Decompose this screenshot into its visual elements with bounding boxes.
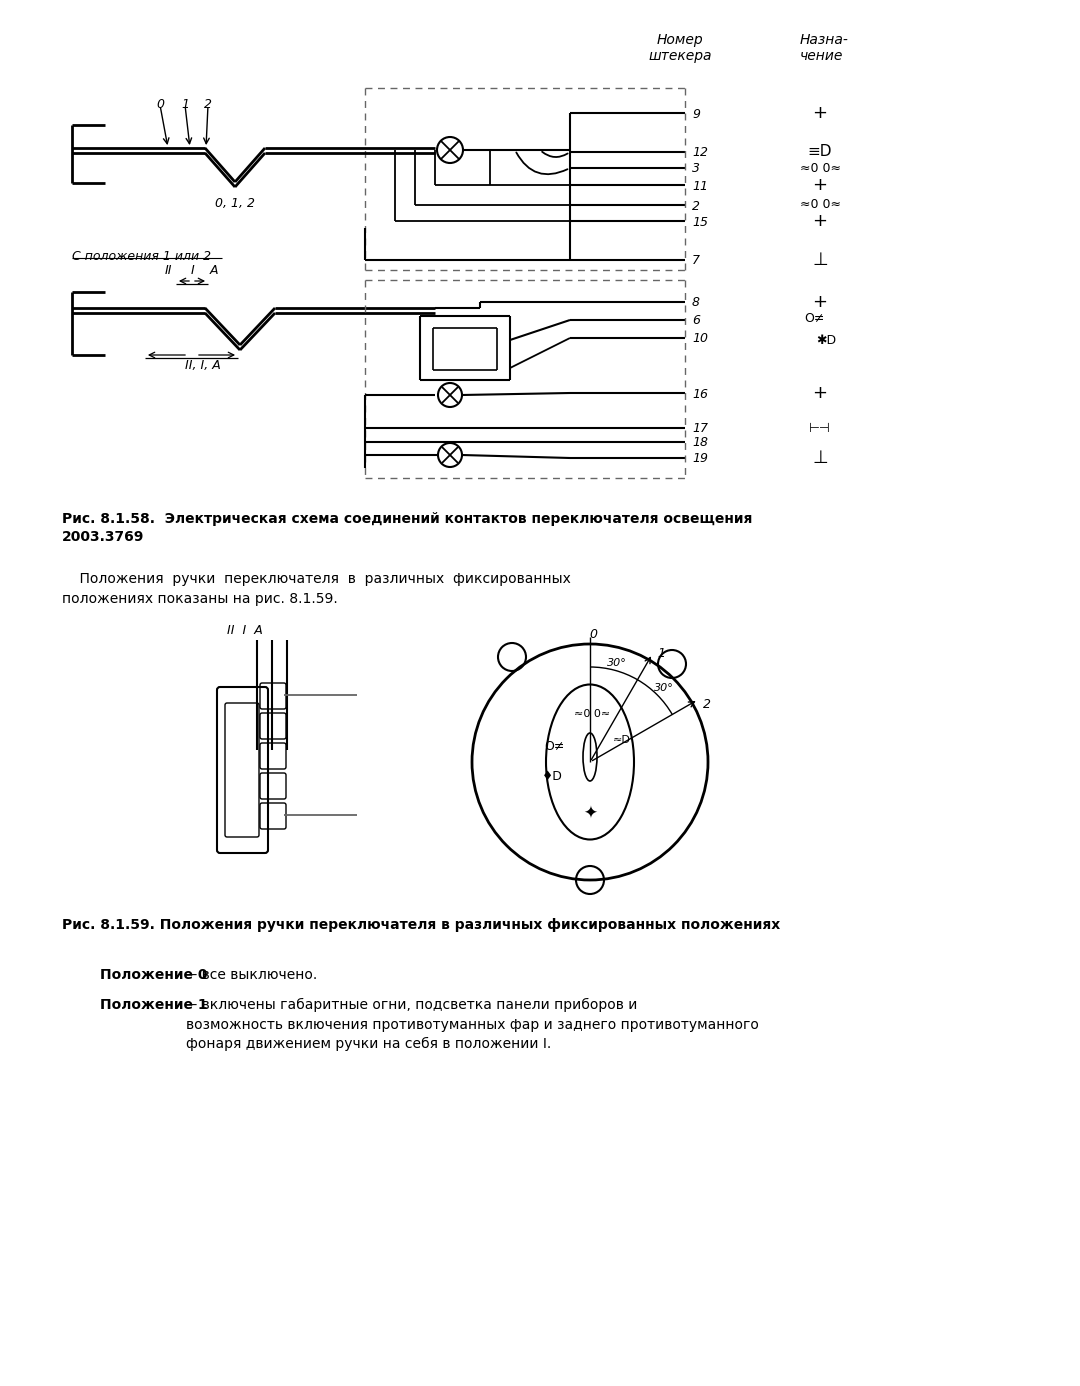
Text: ≈0 0≈: ≈0 0≈ (799, 198, 840, 212)
Text: 17: 17 (692, 423, 708, 435)
Text: 18: 18 (692, 437, 708, 449)
Text: I: I (191, 263, 194, 276)
Text: ✦: ✦ (583, 805, 597, 823)
Text: +: + (812, 292, 827, 310)
Text: Номер
штекера: Номер штекера (648, 33, 712, 64)
Text: 8: 8 (692, 297, 700, 309)
Text: A: A (210, 263, 218, 276)
Text: 0: 0 (589, 628, 597, 640)
Text: С положения 1 или 2: С положения 1 или 2 (72, 249, 211, 262)
Text: +: + (812, 176, 827, 194)
Text: 30°: 30° (607, 657, 626, 668)
Text: ≈0 0≈: ≈0 0≈ (573, 710, 610, 719)
Text: Рис. 8.1.58.  Электрическая схема соединений контактов переключателя освещения
2: Рис. 8.1.58. Электрическая схема соедине… (62, 511, 753, 545)
Text: – включены габаритные огни, подсветка панели приборов и
возможность включения пр: – включены габаритные огни, подсветка па… (186, 998, 759, 1051)
Text: Положения  ручки  переключателя  в  различных  фиксированных
положениях показаны: Положения ручки переключателя в различны… (62, 572, 571, 606)
Text: 15: 15 (692, 215, 708, 229)
Text: ≈0 0≈: ≈0 0≈ (799, 162, 840, 175)
Text: 1: 1 (658, 647, 665, 660)
Text: 3: 3 (692, 162, 700, 176)
Text: Рис. 8.1.59. Положения ручки переключателя в различных фиксированных положениях: Рис. 8.1.59. Положения ручки переключате… (62, 918, 780, 931)
Text: O≠: O≠ (804, 312, 824, 324)
Text: ⊥: ⊥ (812, 449, 827, 467)
Text: O≠: O≠ (544, 740, 564, 754)
Text: 9: 9 (692, 108, 700, 121)
Text: II  I  A: II I A (227, 624, 262, 636)
Text: 2: 2 (204, 98, 212, 111)
Text: 12: 12 (692, 147, 708, 159)
Text: 0: 0 (156, 98, 164, 111)
Text: 6: 6 (692, 315, 700, 327)
Text: Назна-
чение: Назна- чение (800, 33, 849, 64)
Text: 2: 2 (703, 699, 712, 711)
Text: 1: 1 (181, 98, 189, 111)
Text: +: + (812, 212, 827, 230)
Text: ⊢⊣: ⊢⊣ (809, 423, 831, 435)
Text: ♦D: ♦D (541, 771, 563, 783)
Text: II: II (164, 263, 172, 276)
Text: 30°: 30° (654, 683, 674, 693)
Text: 0, 1, 2: 0, 1, 2 (215, 197, 255, 209)
Text: – все выключено.: – все выключено. (186, 967, 318, 983)
Text: 7: 7 (692, 255, 700, 267)
Text: 2: 2 (692, 200, 700, 212)
Text: 19: 19 (692, 452, 708, 466)
Text: ≡D: ≡D (808, 144, 833, 159)
Text: Положение 0: Положение 0 (100, 967, 207, 983)
Text: 16: 16 (692, 388, 708, 401)
Text: ✱D: ✱D (815, 334, 836, 346)
Text: 11: 11 (692, 180, 708, 193)
Text: +: + (812, 104, 827, 122)
Text: ≈D: ≈D (613, 735, 631, 746)
Text: ⊥: ⊥ (812, 251, 827, 269)
Text: II, I, A: II, I, A (185, 359, 221, 371)
Text: Положение 1: Положение 1 (100, 998, 207, 1012)
Text: 10: 10 (692, 333, 708, 345)
Text: +: + (812, 384, 827, 402)
